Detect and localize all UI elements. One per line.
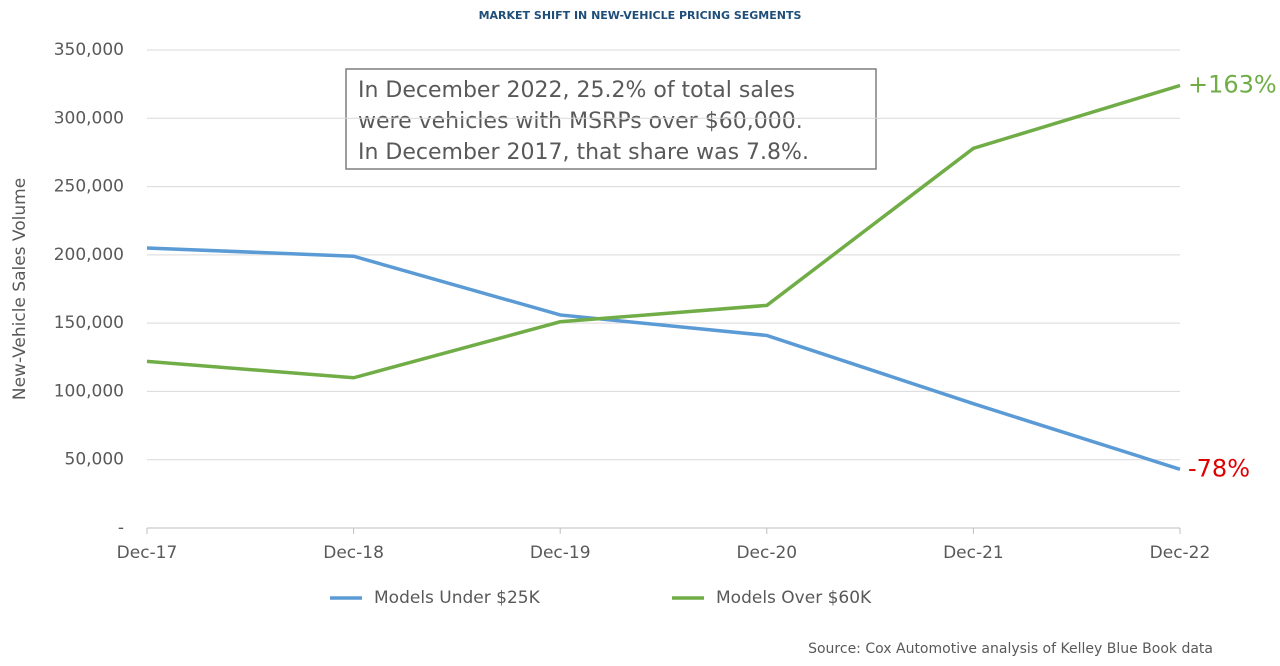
x-tick-label: Dec-22 [1150, 543, 1211, 563]
end-label: +163% [1188, 71, 1277, 99]
end-label: -78% [1188, 454, 1250, 482]
note-line: In December 2017, that share was 7.8%. [358, 140, 809, 165]
y-tick-label: 50,000 [65, 450, 124, 470]
y-tick-label: 350,000 [54, 40, 124, 60]
y-tick-label: 100,000 [54, 381, 124, 401]
note-line: were vehicles with MSRPs over $60,000. [358, 109, 803, 134]
x-tick-label: Dec-21 [943, 543, 1004, 563]
chart-title: MARKET SHIFT IN NEW-VEHICLE PRICING SEGM… [479, 9, 802, 22]
x-tick-label: Dec-20 [736, 543, 797, 563]
legend-label: Models Over $60K [716, 588, 872, 608]
x-tick-label: Dec-19 [530, 543, 591, 563]
note-box [345, 68, 877, 170]
y-tick-label: - [118, 518, 124, 538]
y-axis-label: New-Vehicle Sales Volume [10, 178, 30, 400]
series-line [146, 83, 1181, 380]
source: Source: Cox Automotive analysis of Kelle… [808, 641, 1213, 657]
note-line: In December 2022, 25.2% of total sales [358, 78, 795, 103]
y-tick-label: 300,000 [54, 108, 124, 128]
y-tick-label: 250,000 [54, 177, 124, 197]
x-tick-label: Dec-17 [117, 543, 178, 563]
x-tick-label: Dec-18 [323, 543, 384, 563]
y-tick-label: 150,000 [54, 313, 124, 333]
series-line [146, 246, 1181, 471]
y-tick-label: 200,000 [54, 245, 124, 265]
legend-label: Models Under $25K [374, 588, 541, 608]
